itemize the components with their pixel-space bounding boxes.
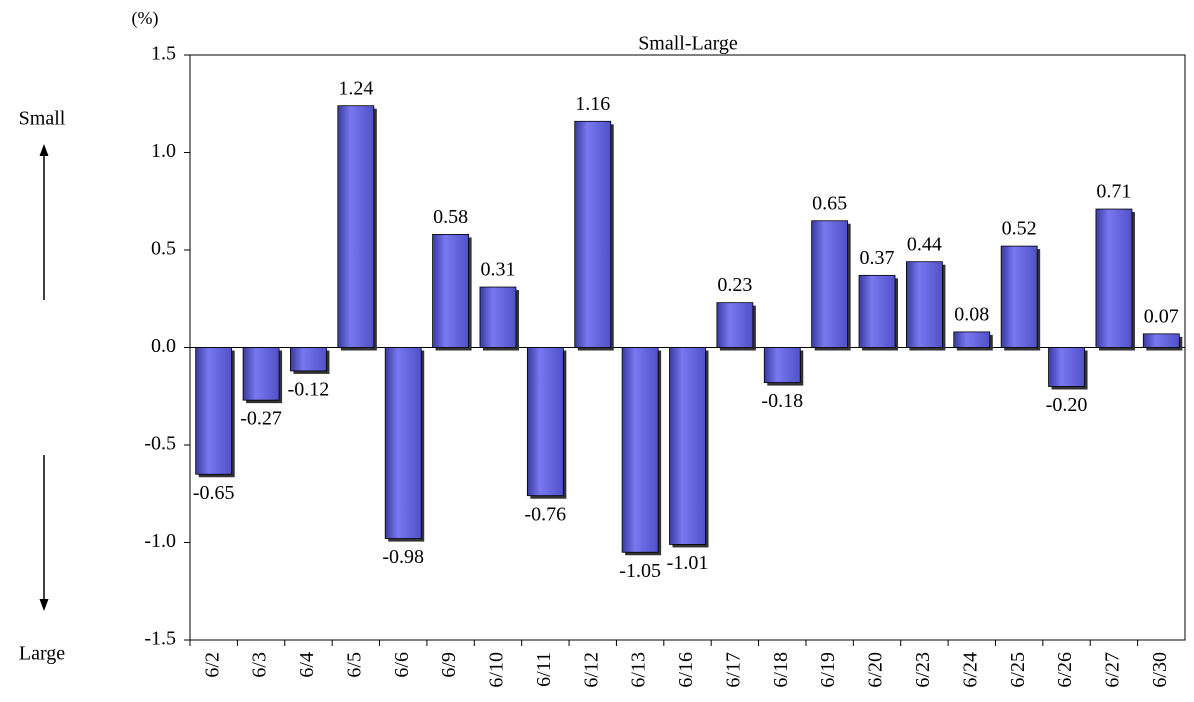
data-label: 1.16 (575, 93, 610, 115)
x-tick-label: 6/17 (722, 652, 744, 688)
y-tick-label: 1.0 (151, 140, 176, 162)
data-label: 0.23 (717, 274, 752, 296)
x-tick-label: 6/25 (1007, 652, 1029, 688)
x-tick-label: 6/11 (533, 652, 555, 687)
data-label: -0.18 (761, 390, 803, 412)
bar (384, 347, 422, 540)
x-tick-label: 6/12 (580, 652, 602, 688)
bar (242, 347, 280, 401)
bar (906, 261, 943, 348)
data-label: 0.08 (954, 303, 989, 325)
x-tick-label: 6/9 (438, 652, 460, 678)
bar (432, 233, 470, 348)
bar (574, 120, 612, 348)
data-label: -0.20 (1046, 394, 1088, 416)
x-tick-label: 6/30 (1149, 652, 1171, 688)
bar (953, 331, 991, 348)
x-tick-label: 6/16 (675, 652, 697, 688)
x-tick-label: 6/2 (201, 652, 223, 678)
y-unit: (%) (132, 8, 159, 29)
y-tick-label: -1.0 (144, 530, 176, 552)
data-label: -0.65 (193, 482, 235, 504)
data-label: -0.98 (382, 546, 424, 568)
y-tick-label: 1.5 (151, 43, 176, 65)
x-tick-label: 6/10 (486, 652, 508, 688)
data-label: 0.31 (480, 259, 515, 281)
y-tick-label: -1.5 (144, 628, 176, 650)
data-label: 1.24 (338, 77, 373, 99)
y-tick-label: 0.5 (151, 238, 176, 260)
x-tick-label: 6/27 (1102, 652, 1124, 688)
bar (763, 347, 801, 383)
y-tick-label: -0.5 (144, 433, 176, 455)
bar (195, 347, 233, 475)
bar (716, 302, 754, 348)
data-label: -1.05 (619, 560, 661, 582)
data-label: 0.58 (433, 206, 468, 228)
data-label: -0.12 (288, 378, 330, 400)
x-tick-label: 6/4 (296, 652, 318, 678)
x-tick-label: 6/6 (391, 652, 413, 678)
x-tick-label: 6/23 (912, 652, 934, 688)
x-tick-label: 6/18 (770, 652, 792, 688)
data-label: 0.52 (1002, 218, 1037, 240)
data-label: 0.07 (1144, 305, 1179, 327)
bar (1142, 333, 1180, 348)
x-tick-label: 6/13 (628, 652, 650, 688)
bar (858, 274, 896, 348)
bar (337, 105, 375, 348)
bar (1095, 208, 1133, 348)
x-tick-label: 6/3 (249, 652, 271, 678)
bar (479, 286, 517, 348)
x-tick-label: 6/20 (865, 652, 887, 688)
data-label: 0.44 (907, 233, 942, 255)
data-label: 0.71 (1096, 181, 1131, 203)
data-label: -1.01 (667, 552, 709, 574)
data-label: 0.37 (860, 247, 895, 269)
bar (811, 220, 849, 348)
bar (621, 347, 659, 553)
data-label: 0.65 (812, 192, 847, 214)
x-tick-label: 6/26 (1054, 652, 1076, 688)
side-label-top: Small (19, 108, 66, 130)
x-tick-label: 6/24 (959, 652, 981, 688)
x-tick-label: 6/19 (817, 652, 839, 688)
bar (1048, 347, 1085, 387)
bar (526, 347, 564, 497)
bar (1000, 245, 1038, 348)
chart-title: Small-Large (638, 33, 738, 55)
side-label-bottom: Large (19, 643, 65, 665)
data-label: -0.27 (240, 408, 282, 430)
data-label: -0.76 (525, 503, 567, 525)
y-tick-label: 0.0 (151, 335, 176, 357)
bar (669, 347, 706, 545)
bar (290, 347, 327, 372)
x-tick-label: 6/5 (343, 652, 365, 678)
